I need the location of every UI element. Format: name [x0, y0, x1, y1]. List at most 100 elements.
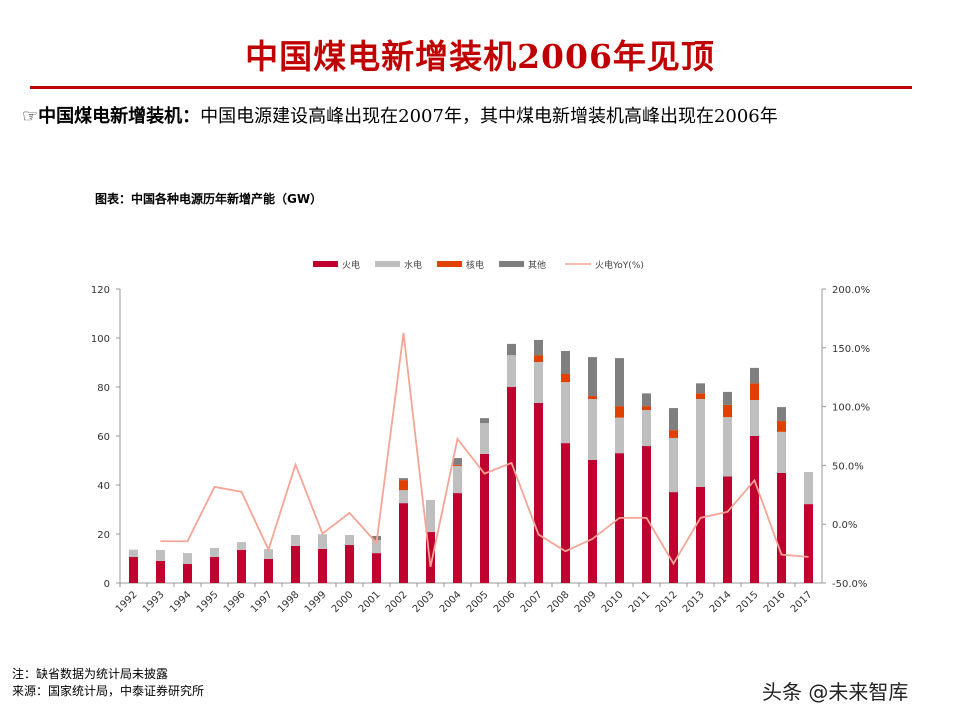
bar-水电-2005	[480, 423, 489, 454]
bar-火电-2007	[534, 402, 543, 583]
y-tick-label: 60	[97, 432, 110, 443]
x-tick-label: 1993	[141, 589, 167, 615]
bar-火电-1995	[210, 557, 219, 583]
x-tick-label: 2000	[330, 589, 356, 615]
bar-火电-1997	[264, 558, 273, 583]
x-tick-label: 2007	[519, 589, 545, 615]
y-tick-label: 100	[91, 334, 110, 345]
x-tick-label: 1998	[276, 589, 302, 615]
x-tick-label: 2008	[546, 589, 572, 615]
x-tick-label: 1992	[114, 589, 140, 615]
x-tick-label: 1996	[222, 589, 248, 615]
title-divider	[30, 86, 912, 89]
legend-label: 核电	[466, 259, 484, 271]
bar-其他-2016	[777, 407, 786, 422]
bar-火电-1993	[156, 560, 165, 583]
x-tick-label: 2013	[681, 589, 707, 615]
bar-水电-2017	[804, 472, 813, 505]
pointing-hand-icon: ☞	[22, 106, 39, 127]
bar-火电-2005	[480, 453, 489, 583]
bar-水电-2013	[696, 399, 705, 487]
chart-caption: 图表：中国各种电源历年新增产能（GW）	[95, 192, 323, 206]
y2-tick-label: 150.0%	[832, 344, 870, 355]
bar-水电-2015	[750, 399, 759, 436]
bar-核电-2009	[588, 396, 597, 400]
legend-swatch-火电	[313, 261, 338, 267]
bar-火电-2006	[507, 387, 516, 583]
bar-核电-2014	[723, 404, 732, 418]
bar-火电-1998	[291, 546, 300, 583]
x-tick-label: 2011	[627, 589, 653, 615]
bar-火电-2008	[561, 443, 570, 583]
bar-核电-2015	[750, 383, 759, 400]
legend-label: 火电YoY(%)	[595, 259, 644, 271]
bar-水电-2006	[507, 355, 516, 387]
bar-其他-2005	[480, 418, 489, 424]
x-tick-label: 2002	[384, 589, 410, 615]
bar-火电-2016	[777, 472, 786, 583]
bar-火电-2002	[399, 503, 408, 583]
bar-核电-2013	[696, 393, 705, 400]
y-tick-label: 120	[91, 285, 110, 296]
bar-水电-2010	[615, 417, 624, 454]
x-tick-label: 2016	[762, 589, 788, 615]
bar-水电-1993	[156, 549, 165, 561]
x-tick-label: 2009	[573, 589, 599, 615]
bar-火电-2017	[804, 504, 813, 583]
bar-其他-2004	[453, 458, 462, 465]
bar-水电-2002	[399, 490, 408, 504]
bar-水电-1994	[183, 553, 192, 564]
bar-核电-2016	[777, 421, 786, 432]
bar-水电-2000	[345, 534, 354, 546]
x-tick-label: 2010	[600, 589, 626, 615]
subtitle: ☞中国煤电新增装机：中国电源建设高峰出现在2007年，其中煤电新增装机高峰出现在…	[22, 102, 778, 128]
bar-火电-2015	[750, 436, 759, 583]
bar-核电-2010	[615, 406, 624, 418]
bar-其他-2013	[696, 383, 705, 394]
bar-其他-2014	[723, 391, 732, 405]
x-tick-label: 2005	[465, 589, 491, 615]
x-tick-label: 1994	[168, 589, 194, 615]
bar-其他-2009	[588, 357, 597, 397]
bar-水电-2011	[642, 410, 651, 447]
y-tick-label: 80	[97, 383, 110, 394]
x-tick-label: 2014	[708, 589, 734, 615]
bar-核电-2002	[399, 480, 408, 491]
bar-水电-1996	[237, 542, 246, 550]
bar-核电-2008	[561, 374, 570, 383]
bar-水电-2016	[777, 431, 786, 473]
bar-火电-2013	[696, 486, 705, 583]
bar-火电-2004	[453, 493, 462, 583]
x-tick-label: 2004	[438, 589, 464, 615]
bar-火电-1994	[183, 563, 192, 583]
y2-tick-label: 0.0%	[832, 520, 857, 531]
bar-火电-2011	[642, 446, 651, 583]
x-tick-label: 1995	[195, 589, 221, 615]
legend-swatch-核电	[437, 261, 462, 267]
watermark: 头条 @未来智库	[762, 680, 909, 704]
bar-其他-2008	[561, 350, 570, 375]
note: 注：缺省数据为统计局未披露	[12, 667, 169, 681]
bar-火电-2000	[345, 545, 354, 583]
legend-label: 火电	[342, 259, 360, 271]
bar-火电-1999	[318, 548, 327, 583]
bar-其他-2015	[750, 367, 759, 384]
x-tick-label: 2003	[411, 589, 437, 615]
source: 来源：国家统计局，中泰证券研究所	[12, 684, 205, 698]
bar-核电-2004	[453, 464, 462, 466]
page-title: 中国煤电新增装机2006年见顶	[245, 37, 715, 76]
bar-其他-2011	[642, 393, 651, 407]
subtitle-bold: 中国煤电新增装机：	[38, 106, 201, 127]
bar-水电-2003	[426, 499, 435, 533]
x-tick-label: 2015	[735, 589, 761, 615]
bar-水电-2014	[723, 417, 732, 477]
legend-swatch-其他	[499, 261, 524, 267]
x-tick-label: 1999	[303, 589, 329, 615]
bar-水电-1997	[264, 549, 273, 559]
bar-火电-1992	[129, 557, 138, 583]
y2-tick-label: 100.0%	[832, 403, 870, 414]
x-tick-label: 2006	[492, 589, 518, 615]
legend-swatch-水电	[375, 261, 400, 267]
bar-火电-2014	[723, 476, 732, 583]
subtitle-text: 中国电源建设高峰出现在2007年，其中煤电新增装机高峰出现在2006年	[200, 106, 778, 127]
